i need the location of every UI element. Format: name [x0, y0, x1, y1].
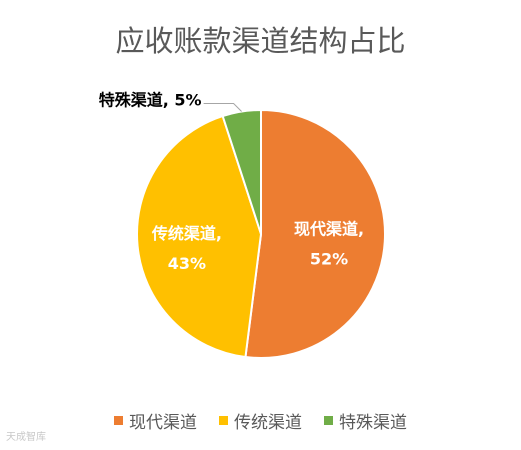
legend-label-traditional: 传统渠道 — [234, 413, 302, 433]
slice-special — [221, 108, 262, 235]
legend-swatch-modern — [114, 416, 123, 425]
legend-label-modern: 现代渠道 — [129, 413, 197, 433]
legend-item-modern: 现代渠道 — [114, 408, 197, 433]
data-label-traditional-name: 传统渠道, — [151, 224, 222, 243]
legend-swatch-traditional — [219, 416, 228, 425]
watermark: 天成智库 — [6, 432, 46, 443]
legend: 现代渠道 传统渠道 特殊渠道 — [0, 408, 521, 433]
chart-title: 应收账款渠道结构占比 — [115, 24, 406, 58]
data-label-traditional-value: 43% — [168, 254, 206, 273]
data-label-modern-name: 现代渠道, — [294, 219, 364, 238]
legend-label-special: 特殊渠道 — [339, 413, 407, 433]
slice-modern — [244, 108, 386, 359]
legend-item-traditional: 传统渠道 — [219, 408, 302, 433]
legend-item-special: 特殊渠道 — [324, 408, 407, 433]
legend-swatch-special — [324, 416, 333, 425]
data-label-modern-value: 52% — [310, 249, 348, 268]
leader-line-special — [203, 103, 242, 112]
slice-traditional — [136, 114, 263, 359]
data-label-special: 特殊渠道, 5% — [99, 91, 202, 110]
